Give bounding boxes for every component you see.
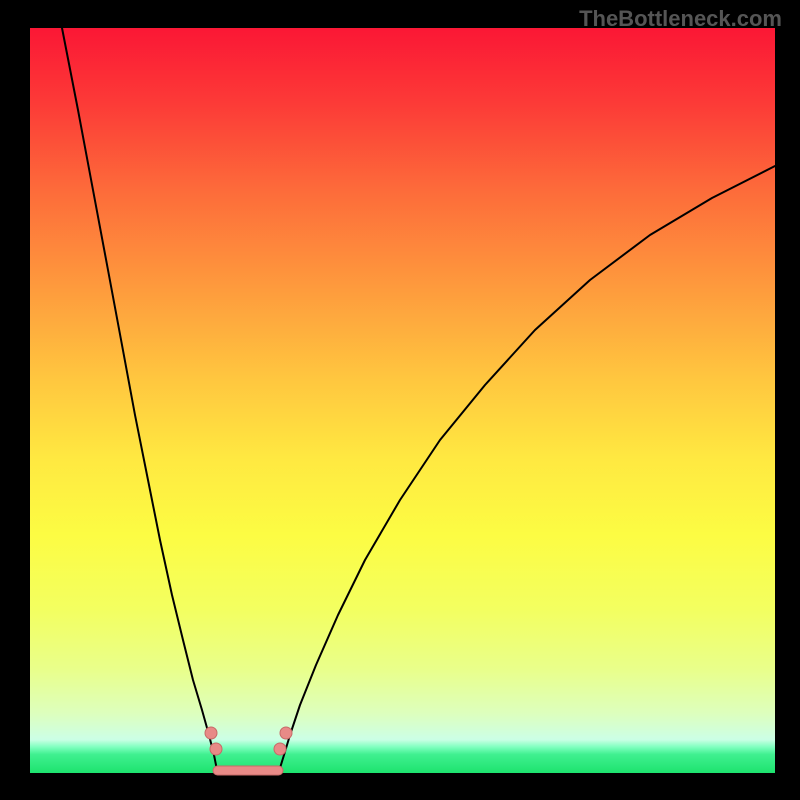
curve-node-marker xyxy=(210,743,222,755)
plot-background xyxy=(30,28,775,773)
frame: TheBottleneck.com xyxy=(0,0,800,800)
bottleneck-chart xyxy=(0,0,800,800)
curve-node-marker xyxy=(274,743,286,755)
curve-node-marker xyxy=(280,727,292,739)
curve-node-marker xyxy=(205,727,217,739)
min-range-marker xyxy=(213,766,283,775)
watermark-text: TheBottleneck.com xyxy=(579,6,782,32)
